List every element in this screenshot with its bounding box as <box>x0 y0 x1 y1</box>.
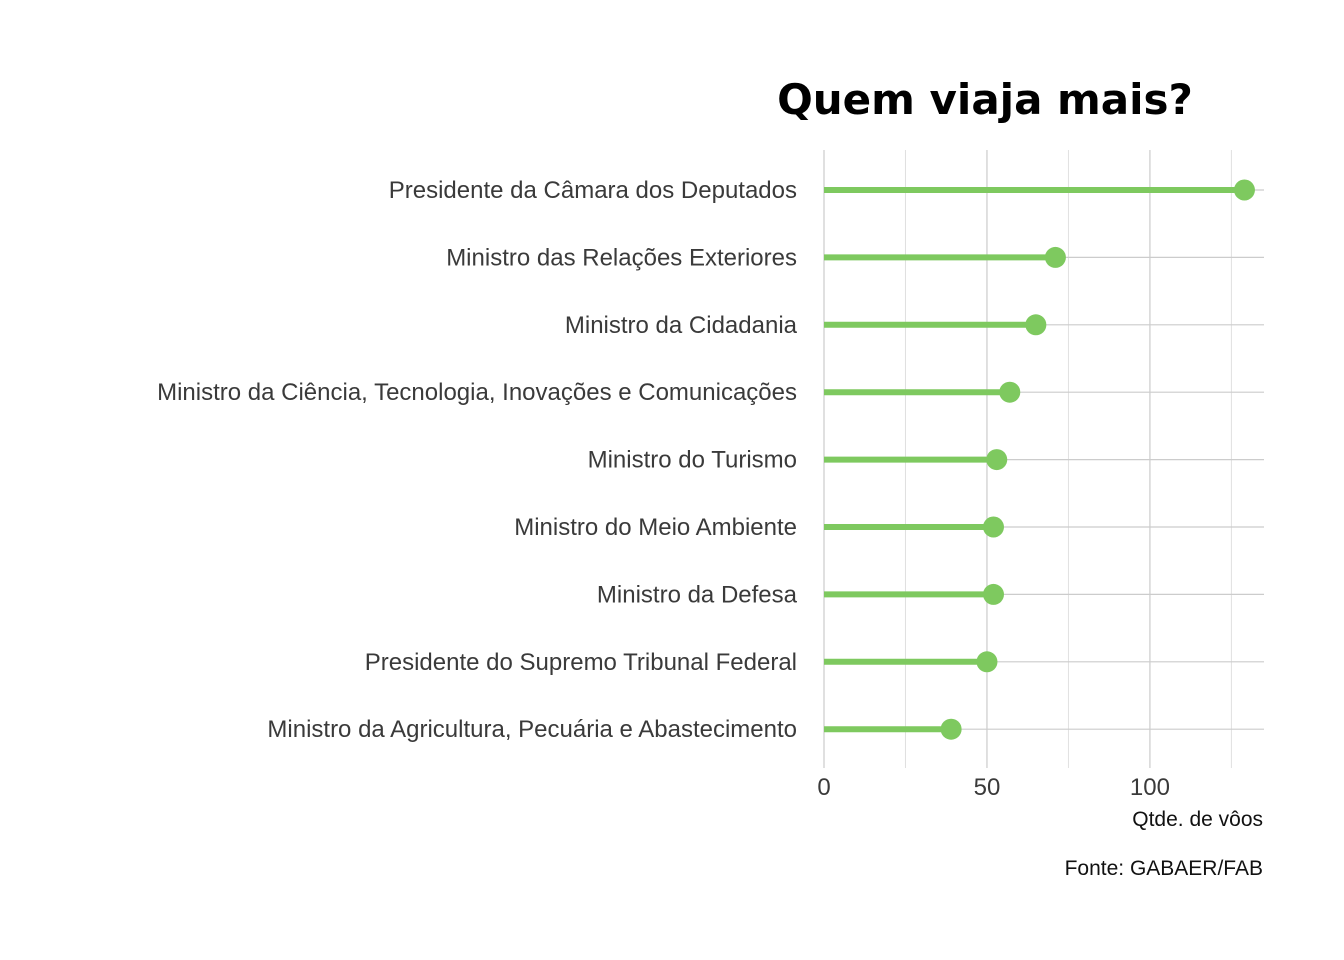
source-caption: Fonte: GABAER/FAB <box>1065 857 1263 880</box>
category-label: Ministro do Meio Ambiente <box>514 514 797 541</box>
x-tick-label: 50 <box>974 774 1001 801</box>
category-label: Ministro das Relações Exteriores <box>446 244 797 271</box>
category-label: Ministro da Defesa <box>597 581 798 608</box>
x-axis-title: Qtde. de vôos <box>1132 808 1263 831</box>
x-tick-label: 100 <box>1130 774 1170 801</box>
lollipop-dot <box>982 583 1004 605</box>
category-label: Presidente do Supremo Tribunal Federal <box>365 649 797 676</box>
lollipop-dot <box>976 651 998 673</box>
lollipop-dot <box>1044 246 1066 268</box>
lollipop-dot <box>1233 179 1255 201</box>
x-tick-label: 0 <box>817 774 830 801</box>
category-label: Ministro da Ciência, Tecnologia, Inovaçõ… <box>157 379 797 406</box>
category-label: Ministro da Cidadania <box>565 312 798 339</box>
category-labels: Presidente da Câmara dos Deputados Minist… <box>157 177 798 743</box>
lollipop-stems <box>824 187 1245 733</box>
category-label: Presidente da Câmara dos Deputados <box>389 177 797 204</box>
lollipop-dot <box>986 449 1008 471</box>
lollipop-dot <box>940 718 962 740</box>
lollipop-dots <box>940 179 1255 740</box>
x-tick-labels: 0 50 100 <box>817 774 1170 801</box>
lollipop-dot <box>1025 314 1047 336</box>
lollipop-dot <box>999 381 1021 403</box>
category-label: Ministro do Turismo <box>588 447 797 474</box>
chart-title: Quem viaja mais? <box>777 75 1193 124</box>
category-label: Ministro da Agricultura, Pecuária e Abas… <box>267 716 797 743</box>
lollipop-dot <box>982 516 1004 538</box>
